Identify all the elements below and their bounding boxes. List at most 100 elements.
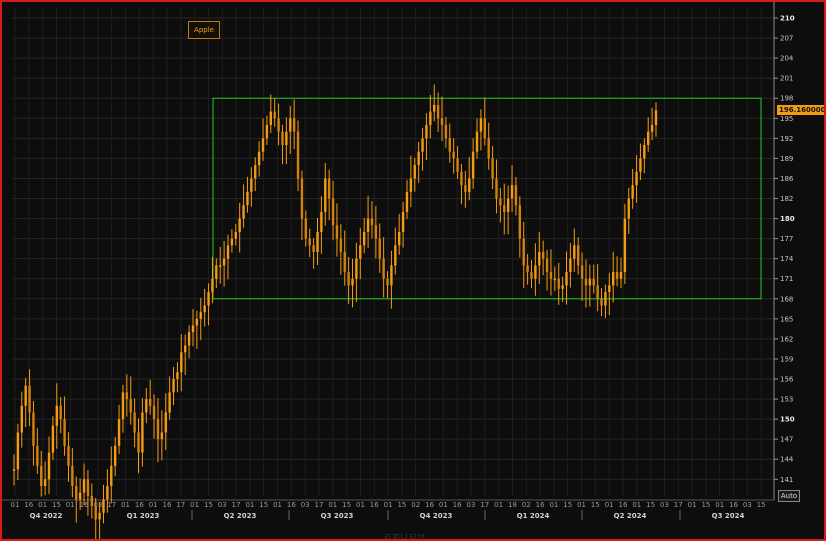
x-tick-label: 01 <box>688 501 697 509</box>
candle-body <box>526 265 529 273</box>
candle-body <box>495 178 498 199</box>
candle-body <box>12 469 16 471</box>
candle-body <box>94 506 97 520</box>
x-tick-label: 01 <box>549 501 558 509</box>
auto-scale-button[interactable]: Auto <box>778 490 800 502</box>
candle-body <box>592 278 595 286</box>
x-tick-label: 15 <box>591 501 600 509</box>
candle-body <box>184 345 187 353</box>
candle-body <box>63 419 66 446</box>
candle-body <box>246 191 249 206</box>
candle-body <box>518 205 522 239</box>
y-tick-label: 180 <box>780 215 795 223</box>
candle-body <box>405 191 409 212</box>
x-tick-label: 15 <box>701 501 710 509</box>
candle-body <box>327 178 331 199</box>
x-tick-label: 03 <box>660 501 669 509</box>
candle-body <box>588 278 592 286</box>
candle-body <box>121 392 125 420</box>
candle-body <box>324 178 327 212</box>
candle-body <box>643 145 646 159</box>
x-tick-label: 01 <box>356 501 365 509</box>
candle-body <box>261 138 265 152</box>
candle-body <box>561 285 564 289</box>
x-tick-label: 01 <box>384 501 393 509</box>
candle-body <box>277 118 280 132</box>
candle-body <box>394 245 397 266</box>
candle-body <box>219 265 222 267</box>
candle-body <box>296 131 300 179</box>
candle-body <box>534 265 537 279</box>
x-tick-label: 15 <box>397 501 406 509</box>
candle-body <box>257 151 261 166</box>
candle-body <box>366 218 370 232</box>
candle-body <box>250 178 253 192</box>
candle-body <box>148 399 152 406</box>
candle-body <box>580 265 584 279</box>
legend-entry-apple[interactable]: Apple <box>188 21 220 39</box>
quarter-label: Q2 2023 <box>224 512 257 520</box>
x-tick-label: 01 <box>190 501 199 509</box>
x-tick-label: 16 <box>163 501 172 509</box>
highlight-range-box <box>212 97 762 300</box>
y-tick-label: 204 <box>780 55 794 63</box>
candle-body <box>24 385 27 406</box>
x-tick-label: 02 <box>411 501 420 509</box>
x-tick-label: 01 <box>715 501 724 509</box>
candle-body <box>67 445 70 466</box>
candle-body <box>273 111 276 119</box>
candle-body <box>468 178 471 192</box>
last-price-label: 196.160000 <box>777 105 826 115</box>
candle-body <box>289 118 292 132</box>
y-tick-label: 153 <box>780 396 793 404</box>
quarter-label: Q4 2023 <box>420 512 453 520</box>
y-tick-label: 144 <box>780 456 794 464</box>
candle-body <box>180 352 183 373</box>
candle-body <box>113 445 117 466</box>
candle-body <box>238 218 241 232</box>
candle-body <box>137 432 140 453</box>
x-tick-label: 15 <box>646 501 655 509</box>
quarter-label: Q2 2024 <box>614 512 647 520</box>
candle-body <box>452 151 455 159</box>
candle-body <box>553 278 557 281</box>
candle-body <box>36 445 39 466</box>
quarter-label: Q3 2024 <box>712 512 745 520</box>
candle-body <box>86 479 90 496</box>
candle-body <box>320 211 323 232</box>
y-tick-label: 147 <box>780 436 793 444</box>
candle-body <box>569 258 572 273</box>
candle-body <box>471 151 475 179</box>
candle-body <box>215 265 218 279</box>
candle-body <box>631 185 634 199</box>
candle-body <box>608 285 611 293</box>
candle-body <box>343 252 346 273</box>
candle-body <box>398 231 401 246</box>
x-tick-label: 01 <box>66 501 75 509</box>
candle-body <box>145 399 148 413</box>
y-tick-label: 174 <box>780 255 794 263</box>
candle-body <box>351 278 354 286</box>
y-tick-label: 162 <box>780 335 793 343</box>
x-tick-label: 01 <box>11 501 20 509</box>
candle-body <box>110 465 113 486</box>
y-tick-label: 141 <box>780 476 793 484</box>
candle-body <box>576 245 580 266</box>
candle-body <box>211 278 214 293</box>
y-tick-label: 177 <box>780 235 793 243</box>
y-tick-label: 150 <box>780 416 795 424</box>
candle-body <box>514 185 518 206</box>
candle-body <box>417 151 420 166</box>
candle-body <box>331 198 335 226</box>
candle-body <box>647 131 650 146</box>
x-tick-label: 01 <box>577 501 586 509</box>
candle-body <box>413 165 416 179</box>
x-tick-label: 03 <box>218 501 227 509</box>
candle-body <box>292 118 296 132</box>
x-tick-label: 03 <box>301 501 310 509</box>
candle-body <box>102 499 105 513</box>
candle-body <box>28 385 31 413</box>
x-tick-label: 02 <box>522 501 531 509</box>
candle-body <box>172 379 175 393</box>
